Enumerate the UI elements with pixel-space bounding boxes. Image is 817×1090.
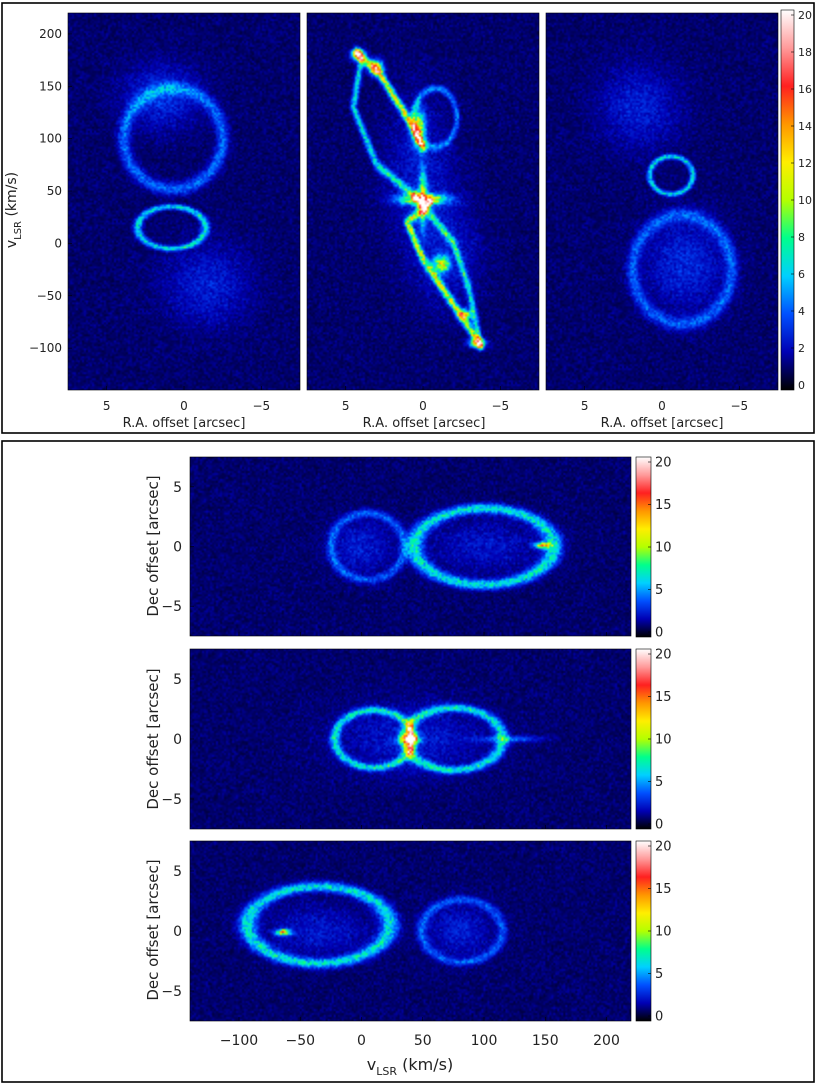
colorbar-tick-label: 15 xyxy=(655,882,672,897)
bottom-xlabel: vLSR (km/s) xyxy=(367,1055,453,1078)
colorbar-tick-label: 20 xyxy=(798,9,812,22)
colorbar-tick-label: 15 xyxy=(655,498,672,513)
bottom-frame xyxy=(1,440,815,1083)
heatmap-image xyxy=(546,13,778,390)
colorbar-tick-label: 14 xyxy=(798,120,812,133)
y-tick-label: 0 xyxy=(173,732,182,748)
colorbar-tick-label: 2 xyxy=(798,342,805,355)
top-ylabel: vLSR (km/s) xyxy=(4,172,24,248)
heatmap-top-right xyxy=(545,12,779,391)
y-tick-label: 5 xyxy=(173,864,182,880)
x-tick-label: 5 xyxy=(103,399,111,413)
bottom-ylabel-2: Dec offset [arcsec] xyxy=(144,668,162,809)
colorbar-tick-label: 5 xyxy=(655,967,663,982)
colorbar-tick-label: 0 xyxy=(655,818,663,833)
heatmap-image xyxy=(307,13,539,390)
y-tick-label: 150 xyxy=(39,79,62,93)
heatmap-image xyxy=(68,13,300,390)
top-xlabel-left: R.A. offset [arcsec] xyxy=(123,416,246,431)
x-tick-label: 50 xyxy=(414,1033,432,1049)
x-tick-label: 100 xyxy=(471,1033,498,1049)
colorbar-tick-label: 10 xyxy=(655,925,672,940)
colorbar-tick-label: 8 xyxy=(798,231,805,244)
x-tick-label: −5 xyxy=(730,399,748,413)
y-tick-label: −5 xyxy=(161,792,182,808)
heatmap-image xyxy=(190,457,631,636)
x-tick-label: 0 xyxy=(180,399,188,413)
colorbar-tick-label: 6 xyxy=(798,268,805,281)
top-xlabel-right: R.A. offset [arcsec] xyxy=(601,416,724,431)
x-tick-label: −5 xyxy=(252,399,270,413)
axis-ticks: 5 0 −5 5 0 −5 5 0 −5200150100500−50−10050−550−55… xyxy=(29,27,748,1049)
y-tick-label: 100 xyxy=(39,132,62,146)
heatmap-bottom-3 xyxy=(189,840,632,1022)
colorbar-tick-label: 10 xyxy=(798,194,812,207)
x-tick-label: 200 xyxy=(593,1033,620,1049)
y-tick-label: 0 xyxy=(173,540,182,556)
heatmap-image xyxy=(190,649,631,829)
y-tick-label: 0 xyxy=(54,236,62,250)
x-tick-label: 0 xyxy=(419,399,427,413)
heatmap-image xyxy=(190,841,631,1021)
heatmap-bottom-2 xyxy=(189,648,632,830)
colorbar-tick-label: 0 xyxy=(655,626,663,641)
heatmap-top-left xyxy=(67,12,301,391)
x-tick-label: −50 xyxy=(285,1033,315,1049)
colorbar-tick-label: 20 xyxy=(655,840,672,855)
y-tick-label: 5 xyxy=(173,672,182,688)
colorbar-tick-label: 4 xyxy=(798,305,805,318)
colorbar-tick-label: 0 xyxy=(798,379,805,392)
y-tick-label: 0 xyxy=(173,924,182,940)
colorbar-tick-label: 5 xyxy=(655,583,663,598)
x-tick-label: −5 xyxy=(491,399,509,413)
colorbar-tick-label: 18 xyxy=(798,46,812,59)
colorbar-tick-label: 20 xyxy=(655,456,672,471)
heatmap-top-center xyxy=(306,12,540,391)
y-tick-label: −5 xyxy=(161,599,182,615)
x-tick-label: 150 xyxy=(532,1033,559,1049)
colorbar-tick-label: 10 xyxy=(655,733,672,748)
colorbar-tick-label: 0 xyxy=(655,1010,663,1025)
x-tick-label: 5 xyxy=(581,399,589,413)
top-frame xyxy=(1,2,815,434)
y-tick-label: 5 xyxy=(173,480,182,496)
x-tick-label: −100 xyxy=(220,1033,258,1049)
colorbar-tick-label: 5 xyxy=(655,775,663,790)
colorbar-tick-label: 16 xyxy=(798,83,812,96)
colorbar-tick-label: 15 xyxy=(655,690,672,705)
colorbar-tick-label: 10 xyxy=(655,541,672,556)
y-tick-label: 200 xyxy=(39,27,62,41)
y-tick-label: −100 xyxy=(29,341,62,355)
x-tick-label: 0 xyxy=(357,1033,366,1049)
bottom-ylabel-3: Dec offset [arcsec] xyxy=(144,859,162,1000)
y-tick-label: −5 xyxy=(161,984,182,1000)
colorbar-tick-label: 12 xyxy=(798,157,812,170)
x-tick-label: 5 xyxy=(342,399,350,413)
y-tick-label: 50 xyxy=(47,184,62,198)
top-xlabel-center: R.A. offset [arcsec] xyxy=(363,416,486,431)
x-tick-label: 0 xyxy=(658,399,666,413)
bottom-ylabel-1: Dec offset [arcsec] xyxy=(144,475,162,616)
colorbars-bottom: 20 15 10 5 0 20 15 10 5 0 20 15 10 5 0 xyxy=(635,456,672,1025)
y-tick-label: −50 xyxy=(37,289,62,303)
colorbar-tick-label: 20 xyxy=(655,648,672,663)
heatmap-bottom-1 xyxy=(189,456,632,637)
